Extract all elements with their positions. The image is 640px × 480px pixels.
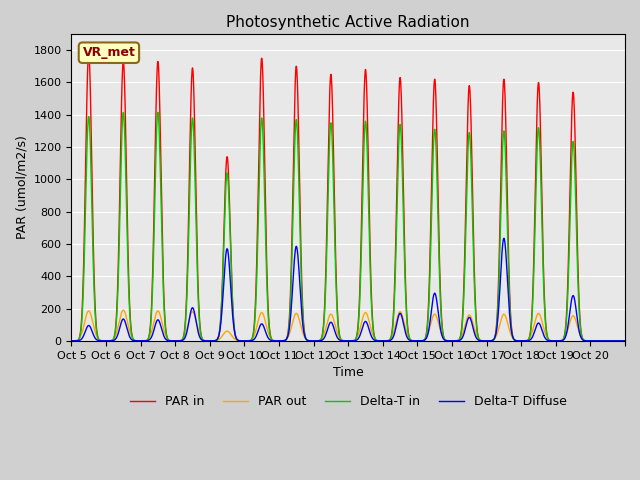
PAR in: [323, 253, 330, 259]
Delta-T in: [621, 338, 629, 344]
PAR in: [605, 338, 613, 344]
Delta-T in: [605, 338, 612, 344]
PAR in: [84, 51, 92, 57]
Legend: PAR in, PAR out, Delta-T in, Delta-T Diffuse: PAR in, PAR out, Delta-T in, Delta-T Dif…: [125, 390, 572, 413]
Delta-T Diffuse: [322, 331, 330, 337]
Delta-T in: [337, 336, 345, 342]
PAR out: [96, 337, 104, 343]
Text: VR_met: VR_met: [83, 46, 135, 59]
Delta-T in: [68, 338, 76, 344]
Line: Delta-T in: Delta-T in: [72, 112, 625, 341]
PAR out: [119, 307, 127, 313]
PAR in: [68, 338, 76, 344]
Delta-T in: [504, 233, 511, 239]
PAR in: [337, 336, 345, 342]
Title: Photosynthetic Active Radiation: Photosynthetic Active Radiation: [227, 15, 470, 30]
Line: PAR out: PAR out: [72, 310, 625, 341]
PAR in: [605, 338, 612, 344]
X-axis label: Time: Time: [333, 366, 364, 379]
Line: Delta-T Diffuse: Delta-T Diffuse: [72, 238, 625, 341]
Y-axis label: PAR (umol/m2/s): PAR (umol/m2/s): [15, 135, 28, 240]
PAR out: [337, 336, 345, 342]
PAR out: [504, 320, 511, 326]
PAR in: [504, 208, 511, 214]
Delta-T in: [323, 269, 330, 275]
Delta-T Diffuse: [96, 338, 104, 344]
PAR out: [605, 338, 613, 344]
Delta-T Diffuse: [605, 338, 613, 344]
Delta-T in: [154, 109, 162, 115]
Delta-T in: [605, 338, 613, 344]
PAR out: [68, 338, 76, 344]
Delta-T Diffuse: [605, 338, 612, 344]
PAR out: [605, 338, 612, 344]
Delta-T Diffuse: [621, 338, 629, 344]
PAR out: [323, 324, 330, 330]
PAR out: [621, 338, 629, 344]
Delta-T Diffuse: [68, 338, 76, 344]
Delta-T Diffuse: [504, 280, 511, 286]
PAR in: [96, 337, 104, 343]
Delta-T Diffuse: [337, 337, 344, 343]
Delta-T in: [96, 337, 104, 343]
PAR in: [621, 338, 629, 344]
Delta-T Diffuse: [500, 235, 508, 241]
Line: PAR in: PAR in: [72, 54, 625, 341]
